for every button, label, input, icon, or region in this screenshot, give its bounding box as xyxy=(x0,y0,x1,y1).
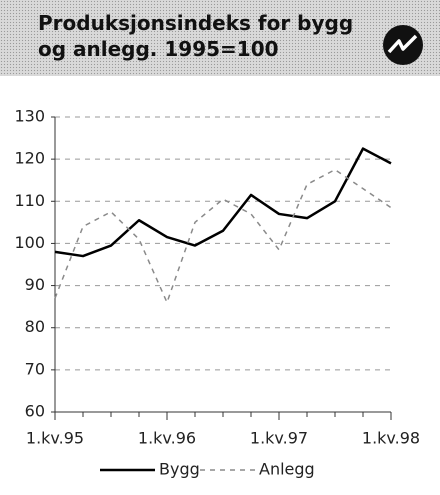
logo xyxy=(383,25,423,65)
y-tick-label: 60 xyxy=(25,402,45,421)
x-tick-label: 1.kv.97 xyxy=(250,429,308,448)
x-tick-label: 1.kv.98 xyxy=(362,429,420,448)
y-tick-label: 110 xyxy=(14,191,45,210)
y-tick-label: 130 xyxy=(14,107,45,126)
legend-label: Bygg xyxy=(159,460,200,479)
x-tick-label: 1.kv.95 xyxy=(26,429,84,448)
y-tick-label: 70 xyxy=(25,359,45,378)
y-tick-label: 100 xyxy=(14,233,45,252)
y-tick-label: 90 xyxy=(25,275,45,294)
series-line xyxy=(54,147,392,258)
legend-label: Anlegg xyxy=(259,460,315,479)
chart-title: Produksjonsindeks for bygg og anlegg. 19… xyxy=(38,11,354,61)
x-tick-label: 1.kv.96 xyxy=(138,429,196,448)
y-tick-label: 80 xyxy=(25,317,45,336)
y-tick-label: 120 xyxy=(14,149,45,168)
title-banner: Produksjonsindeks for bygg og anlegg. 19… xyxy=(0,0,440,76)
